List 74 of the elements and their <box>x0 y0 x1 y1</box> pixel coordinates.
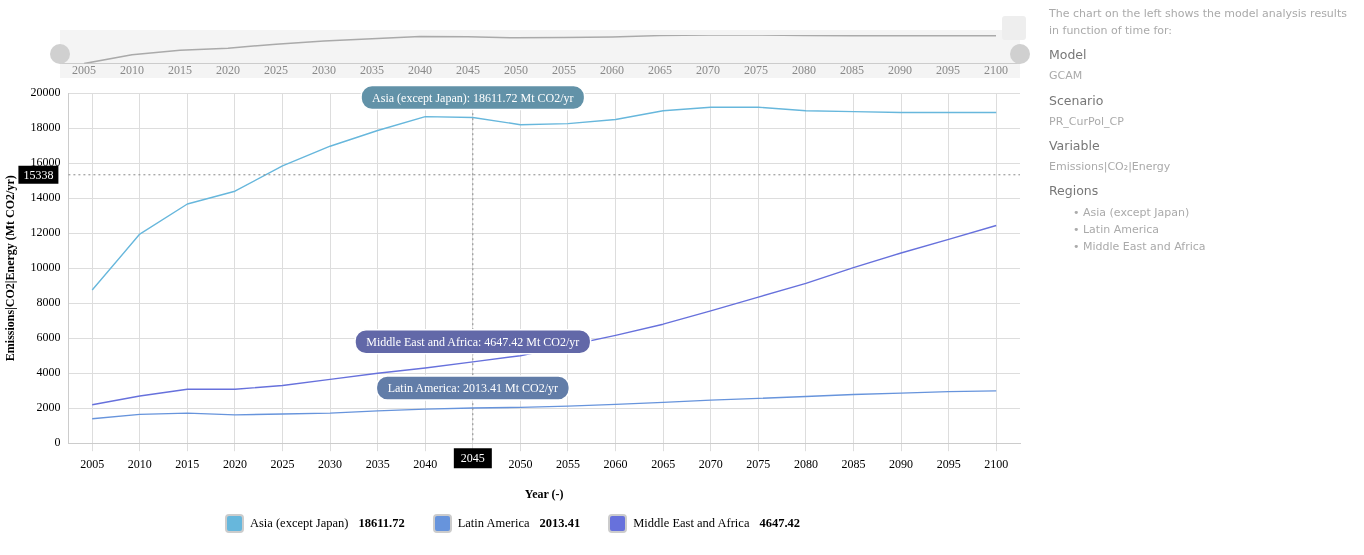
x-tick-label: 2065 <box>648 62 672 77</box>
x-tick-label: 2080 <box>792 62 816 77</box>
x-tick-label: 2035 <box>360 62 384 77</box>
x-tick-label: 2090 <box>889 456 914 471</box>
x-axis-title: Year (-) <box>524 486 564 501</box>
y-tick-label: 12000 <box>30 225 61 240</box>
y-tick-label: 2000 <box>36 400 61 415</box>
x-tick-label: 2055 <box>555 456 580 471</box>
y-tick-label: 6000 <box>36 330 61 345</box>
x-tick-label: 2010 <box>127 456 152 471</box>
text: Regions <box>1049 182 1100 201</box>
y-tick-label: 16000 <box>30 155 61 170</box>
x-tick-label: 2060 <box>603 456 628 471</box>
y-tick-label: 8000 <box>36 295 61 310</box>
annotation: Asia (except Japan): 18611.72 Mt CO2/yr <box>372 90 574 105</box>
text: 2013.41 <box>539 516 581 531</box>
x-tick-label: 2050 <box>504 62 528 77</box>
y-tick-label: 10000 <box>30 260 61 275</box>
x-tick-label: 2005 <box>72 62 96 77</box>
x-tick-label: 2070 <box>696 62 720 77</box>
y-tick-label: 20000 <box>30 85 61 100</box>
x-tick-label: 2025 <box>270 456 295 471</box>
y-tick-label: 4000 <box>36 365 61 380</box>
text: 18611.72 <box>358 516 405 531</box>
x-tick-label: 2090 <box>888 62 912 77</box>
y-axis-title: Emissions|CO2|Energy (Mt CO2/yr) <box>3 175 18 362</box>
x-tick-label: 2040 <box>408 62 432 77</box>
x-tick-label: 2075 <box>746 456 771 471</box>
x-tick-label: 2100 <box>984 456 1009 471</box>
x-tick-label: 2010 <box>120 62 144 77</box>
x-tick-label: 2085 <box>840 62 864 77</box>
legend-label: Asia (except Japan) <box>249 516 349 531</box>
x-tick-label: 2045 <box>460 451 485 466</box>
x-tick-label: 2095 <box>936 456 961 471</box>
text: The chart on the left shows the model analysis results in function of time for: <box>1049 6 1348 40</box>
x-tick-label: 2035 <box>365 456 390 471</box>
text: • Middle East and Africa <box>1073 238 1207 255</box>
text: 4647.42 <box>759 516 801 531</box>
x-tick-label: 2015 <box>175 456 200 471</box>
annotation: Latin America: 2013.41 Mt CO2/yr <box>387 381 558 396</box>
annotation: Middle East and Africa: 4647.42 Mt CO2/yr <box>366 335 580 350</box>
x-tick-label: 2055 <box>552 62 576 77</box>
x-tick-label: 2040 <box>413 456 438 471</box>
legend-label: Middle East and Africa <box>633 516 750 531</box>
x-tick-label: 2045 <box>456 62 480 77</box>
y-tick-label: 14000 <box>30 190 61 205</box>
x-tick-label: 2075 <box>744 62 768 77</box>
x-tick-label: 2015 <box>168 62 192 77</box>
text: • Latin America <box>1073 221 1161 238</box>
legend-label: Latin America <box>457 516 530 531</box>
x-tick-label: 2020 <box>216 62 240 77</box>
x-tick-label: 2065 <box>651 456 676 471</box>
x-tick-label: 2085 <box>841 456 866 471</box>
x-tick-label: 2095 <box>936 62 960 77</box>
text: Scenario <box>1049 91 1105 110</box>
text: • Asia (except Japan) <box>1073 204 1191 221</box>
y-tick-label: 18000 <box>30 120 61 135</box>
x-tick-label: 2080 <box>793 456 818 471</box>
ref-line-label: 15338 <box>23 167 54 182</box>
text: Variable <box>1049 136 1101 155</box>
text: PR_CurPol_CP <box>1049 113 1125 130</box>
text: Emissions|CO₂|Energy <box>1049 159 1172 176</box>
y-tick-label: 0 <box>54 435 61 450</box>
text: GCAM <box>1049 68 1084 85</box>
x-tick-label: 2005 <box>80 456 105 471</box>
text: Model <box>1049 46 1088 65</box>
x-tick-label: 2025 <box>264 62 288 77</box>
x-tick-label: 2020 <box>222 456 247 471</box>
x-tick-label: 2070 <box>698 456 723 471</box>
x-tick-label: 2100 <box>984 62 1008 77</box>
x-tick-label: 2050 <box>508 456 533 471</box>
x-tick-label: 2060 <box>600 62 624 77</box>
x-tick-label: 2030 <box>318 456 343 471</box>
x-tick-label: 2030 <box>312 62 336 77</box>
